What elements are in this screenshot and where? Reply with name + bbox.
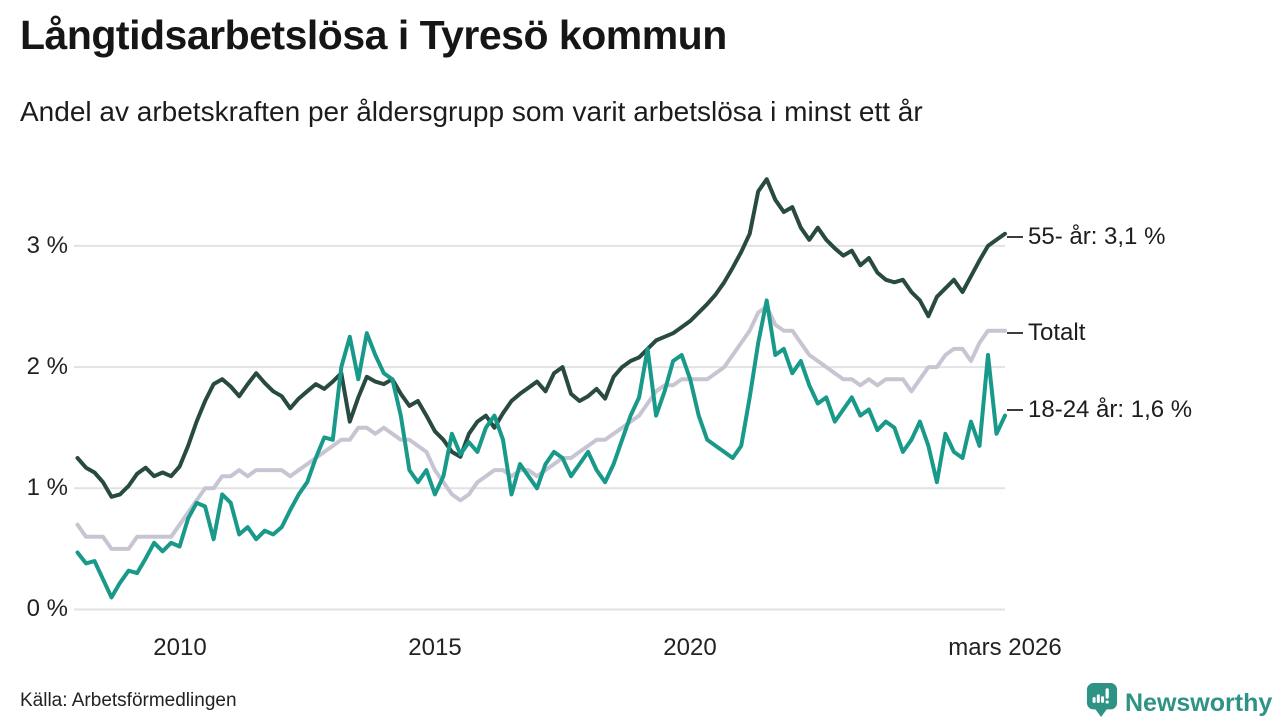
series-label-18-24: 18-24 år: 1,6 % — [1028, 396, 1193, 423]
page-title: Långtidsarbetslösa i Tyresö kommun — [20, 12, 727, 58]
x-axis-label-2015: 2015 — [408, 634, 462, 661]
brand-lockup: Newsworthy — [1086, 682, 1272, 720]
newsworthy-logo-icon — [1086, 682, 1118, 720]
brand-name: Newsworthy — [1125, 688, 1273, 717]
source-note: Källa: Arbetsförmedlingen — [20, 690, 237, 711]
y-axis-label-2: 2 % — [26, 353, 68, 380]
gridlines — [74, 244, 1005, 611]
line-55- år — [75, 177, 1007, 499]
x-axis-label-2020: 2020 — [663, 634, 717, 661]
series-label-total: Totalt — [1028, 319, 1086, 346]
x-axis-label-2010: 2010 — [153, 634, 207, 661]
page-subtitle: Andel av arbetskraften per åldersgrupp s… — [20, 96, 923, 127]
line-Totalt — [75, 304, 1007, 551]
y-axis-label-3: 3 % — [26, 232, 68, 259]
series-end-ticks — [1007, 236, 1023, 411]
y-axis-label-0: 0 % — [26, 595, 68, 622]
line-18-24 år — [75, 298, 1007, 600]
series-lines — [75, 177, 1007, 600]
x-axis-label-mars-2026: mars 2026 — [948, 634, 1062, 661]
y-axis-label-1: 1 % — [26, 474, 68, 501]
series-label-55: 55- år: 3,1 % — [1028, 223, 1166, 250]
